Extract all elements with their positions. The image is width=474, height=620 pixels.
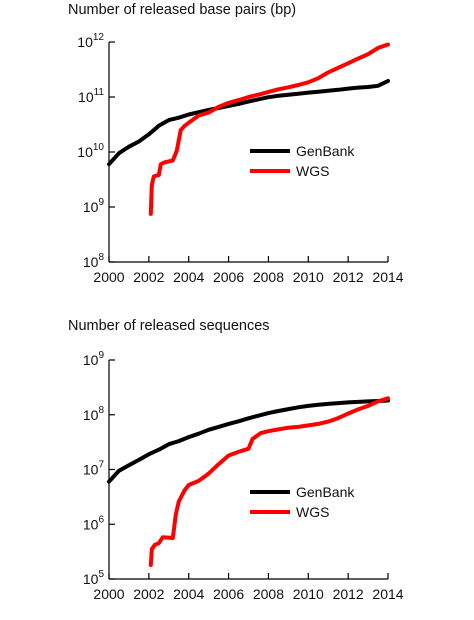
- x-tick-label: 2006: [213, 586, 244, 602]
- legend-label-genbank: GenBank: [296, 143, 355, 159]
- y-tick-label: 108: [83, 252, 105, 270]
- x-tick-label: 2010: [293, 586, 324, 602]
- series-line-wgs: [148, 42, 390, 216]
- x-tick-label: 2008: [253, 586, 284, 602]
- y-tick-label: 108: [83, 405, 105, 423]
- series-line-genbank: [107, 79, 390, 167]
- series-line-genbank: [107, 398, 390, 484]
- x-tick-label: 2006: [213, 269, 244, 285]
- x-tick-label: 2010: [293, 269, 324, 285]
- x-tick-label: 2014: [372, 586, 403, 602]
- x-tick-label: 2000: [93, 586, 124, 602]
- y-tick-label: 106: [83, 514, 105, 532]
- y-tick-label: 105: [83, 569, 105, 587]
- legend-label-wgs: WGS: [296, 163, 329, 179]
- y-tick-label: 107: [83, 460, 105, 478]
- x-tick-label: 2004: [173, 269, 204, 285]
- x-tick-label: 2002: [133, 586, 164, 602]
- x-tick-label: 2002: [133, 269, 164, 285]
- legend: GenBank WGS: [250, 143, 355, 179]
- chart-seq: 105 106 107 108 109 2000 2002 2004 2006 2008 2010 2…: [83, 350, 404, 602]
- chart-bp: 108 109 1010 1011 1012 2000 2002 2004 2006 2008 20…: [77, 32, 403, 285]
- x-tick-label: 2014: [372, 269, 403, 285]
- y-tick-label: 109: [83, 350, 105, 368]
- y-tick-label: 1010: [77, 142, 104, 160]
- y-tick-label: 1012: [77, 32, 104, 50]
- x-tick-label: 2012: [333, 269, 364, 285]
- x-tick-label: 2000: [93, 269, 124, 285]
- x-tick-label: 2012: [333, 586, 364, 602]
- y-tick-label: 109: [83, 197, 105, 215]
- legend-label-wgs: WGS: [296, 504, 329, 520]
- y-tick-label: 1011: [78, 87, 104, 105]
- chart-title-sequences: Number of released sequences: [68, 318, 270, 334]
- x-tick-label: 2008: [253, 269, 284, 285]
- x-tick-label: 2004: [173, 586, 204, 602]
- series-line-wgs: [148, 396, 390, 567]
- legend-label-genbank: GenBank: [296, 484, 355, 500]
- chart-title-base-pairs: Number of released base pairs (bp): [68, 2, 297, 18]
- legend: GenBank WGS: [250, 484, 355, 520]
